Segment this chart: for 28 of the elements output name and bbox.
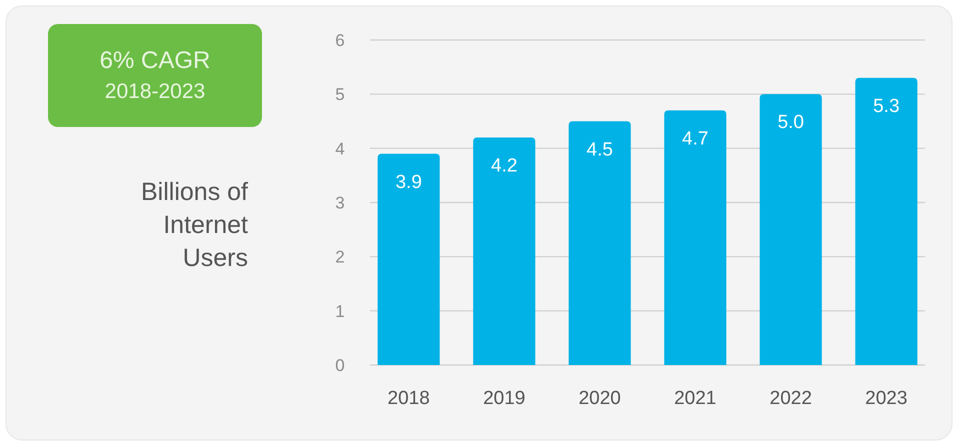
data-label: 4.7 bbox=[682, 128, 708, 150]
y-tick-label: 1 bbox=[335, 302, 345, 321]
x-tick-label: 2022 bbox=[770, 388, 812, 409]
bar bbox=[473, 138, 536, 365]
bar bbox=[568, 121, 631, 365]
x-tick-label: 2020 bbox=[578, 388, 621, 409]
y-tick-label: 0 bbox=[335, 356, 345, 375]
bar bbox=[760, 94, 822, 365]
data-label: 3.9 bbox=[395, 172, 422, 193]
bar bbox=[378, 154, 440, 365]
x-tick-label: 2021 bbox=[674, 388, 716, 409]
y-tick-label: 5 bbox=[335, 85, 345, 104]
data-label: 4.2 bbox=[491, 156, 518, 176]
bar bbox=[664, 110, 726, 365]
bar bbox=[855, 78, 918, 365]
y-tick-label: 2 bbox=[335, 248, 345, 267]
y-axis-title: Billions of Internet Users bbox=[141, 178, 248, 272]
x-tick-label: 2019 bbox=[483, 388, 526, 409]
data-label: 4.5 bbox=[586, 139, 613, 160]
data-label: 5.0 bbox=[778, 112, 804, 134]
y-tick-label: 6 bbox=[335, 30, 345, 50]
text: 2018-2023 bbox=[104, 80, 206, 103]
x-tick-label: 2023 bbox=[865, 388, 908, 409]
data-label: 5.3 bbox=[873, 96, 900, 117]
text: 6% CAGR bbox=[100, 47, 210, 74]
x-tick-label: 2018 bbox=[388, 388, 430, 409]
y-tick-label: 4 bbox=[335, 139, 345, 158]
y-tick-label: 3 bbox=[335, 193, 345, 212]
